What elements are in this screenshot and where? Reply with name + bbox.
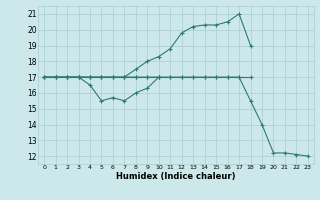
X-axis label: Humidex (Indice chaleur): Humidex (Indice chaleur) <box>116 172 236 181</box>
